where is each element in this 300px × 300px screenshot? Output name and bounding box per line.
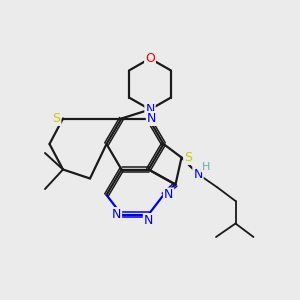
Text: N: N [112,208,121,221]
Text: N: N [193,167,203,181]
Text: S: S [52,112,60,125]
Text: N: N [164,188,173,202]
Text: N: N [145,103,155,116]
Text: N: N [144,214,153,227]
Text: S: S [184,151,192,164]
Text: O: O [145,52,155,65]
Text: H: H [202,161,210,172]
Text: N: N [147,112,156,125]
